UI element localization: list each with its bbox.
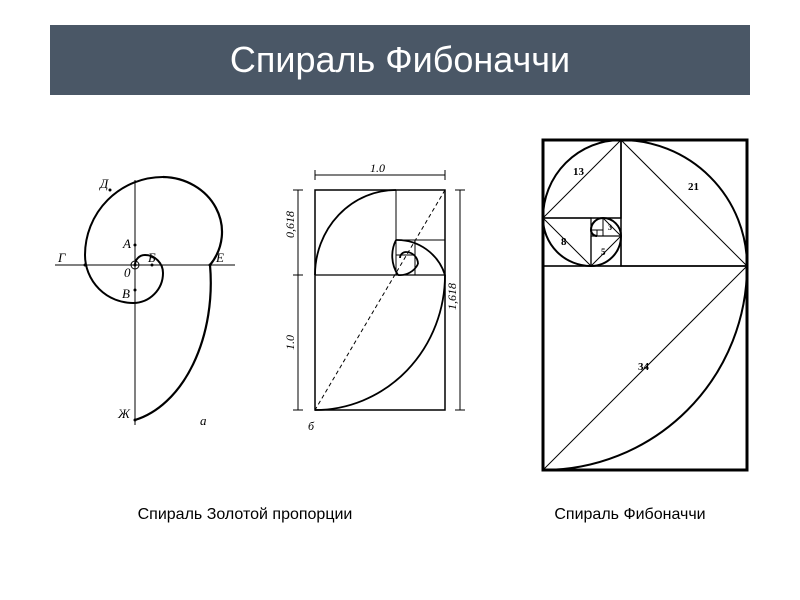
title-bar: Спираль Фибоначчи [50,25,750,95]
label-O: 0 [124,265,131,280]
diagram-golden-rectangle: 1.0 0,618 1.0 1,618 б [270,160,470,440]
sq-8: 8 [561,236,567,248]
dim-left-upper: 0,618 [283,211,297,238]
label-E: Е [215,250,224,265]
diagram-row: Д А Б Г Е 0 В Ж а [0,130,800,500]
label-G: Г [57,250,66,265]
sq-34: 34 [638,361,650,373]
sq-3: 3 [608,223,612,232]
sq-5: 5 [601,247,606,257]
dim-top: 1.0 [370,161,385,175]
label-A: А [122,236,131,251]
label-Zh: Ж [117,406,131,421]
diagram-golden-spiral-construction: Д А Б Г Е 0 В Ж а [40,170,240,430]
dim-left-lower: 1.0 [283,335,297,350]
dim-right: 1,618 [445,283,459,310]
label-tag-a: а [200,413,207,428]
label-D: Д [98,176,109,191]
sq-13: 13 [573,166,585,178]
caption-fibonacci-spiral: Спираль Фибоначчи [530,505,730,526]
page-title: Спираль Фибоначчи [230,39,570,81]
caption-golden-spiral: Спираль Золотой пропорции [120,505,370,526]
label-Bc: Б [147,250,156,265]
label-tag-b: б [308,419,315,433]
sq-21: 21 [688,181,699,193]
label-V: В [122,286,130,301]
diagram-fibonacci-squares: 34 21 13 8 5 3 [530,130,760,480]
